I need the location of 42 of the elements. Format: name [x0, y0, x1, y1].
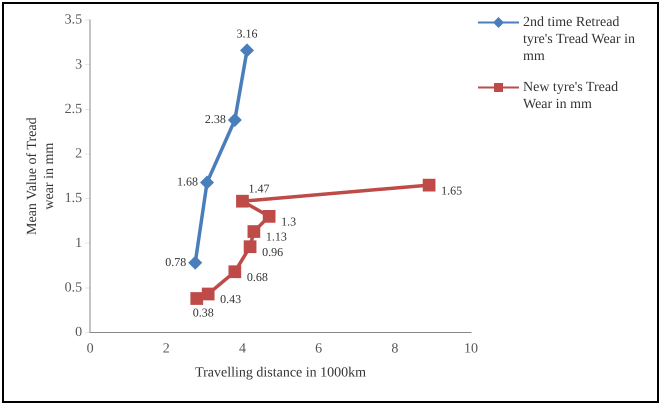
data-label: 0.68 — [246, 270, 268, 284]
y-tick-label: 1.5 — [64, 191, 82, 206]
y-axis-title: Mean Value of Tread wear in mm — [25, 117, 57, 235]
point — [244, 240, 256, 254]
point — [188, 256, 202, 270]
y-tick-label: 3.5 — [64, 12, 82, 28]
point — [262, 210, 276, 223]
data-label: 1.65 — [441, 183, 462, 198]
y-tick-label: 0.5 — [64, 280, 82, 296]
x-tick-label: 2 — [162, 341, 170, 356]
x-tick-label: 8 — [391, 341, 398, 356]
x-tick-label: 6 — [315, 341, 322, 356]
data-label: 1.68 — [177, 174, 198, 189]
data-label: 0.96 — [262, 244, 284, 259]
data-label: 2.38 — [204, 112, 226, 126]
x-tick-label: 4 — [238, 341, 246, 356]
legend-label: New tyre's Tread Wear in mm — [523, 79, 620, 113]
data-label: 1.47 — [248, 181, 270, 196]
point — [200, 175, 214, 190]
x-tick-label: 0 — [86, 341, 94, 356]
data-label: 1.13 — [266, 230, 287, 244]
data-label: 0.38 — [192, 306, 214, 320]
y-tick-label: 0 — [75, 325, 82, 340]
data-label: 1.3 — [281, 214, 296, 229]
x-tick-label: 10 — [464, 341, 478, 356]
y-tick-label: 1 — [75, 236, 82, 251]
point — [422, 178, 436, 192]
point — [228, 112, 242, 127]
point — [236, 194, 249, 208]
data-label: 0.43 — [220, 292, 242, 306]
point — [240, 43, 254, 58]
y-tick-label: 2.5 — [64, 102, 82, 117]
legend-label: 2nd time Retread tyre's Tread Wear in mm — [523, 14, 636, 65]
y-tick-label: 3 — [75, 57, 82, 72]
point — [190, 292, 204, 305]
x-axis-title: Travelling distance in 1000km — [195, 365, 366, 380]
data-label: 3.16 — [236, 26, 258, 41]
data-label: 0.78 — [165, 254, 186, 269]
point — [248, 225, 260, 238]
point — [202, 288, 215, 300]
y-tick-label: 2 — [75, 146, 82, 162]
point — [228, 265, 242, 278]
